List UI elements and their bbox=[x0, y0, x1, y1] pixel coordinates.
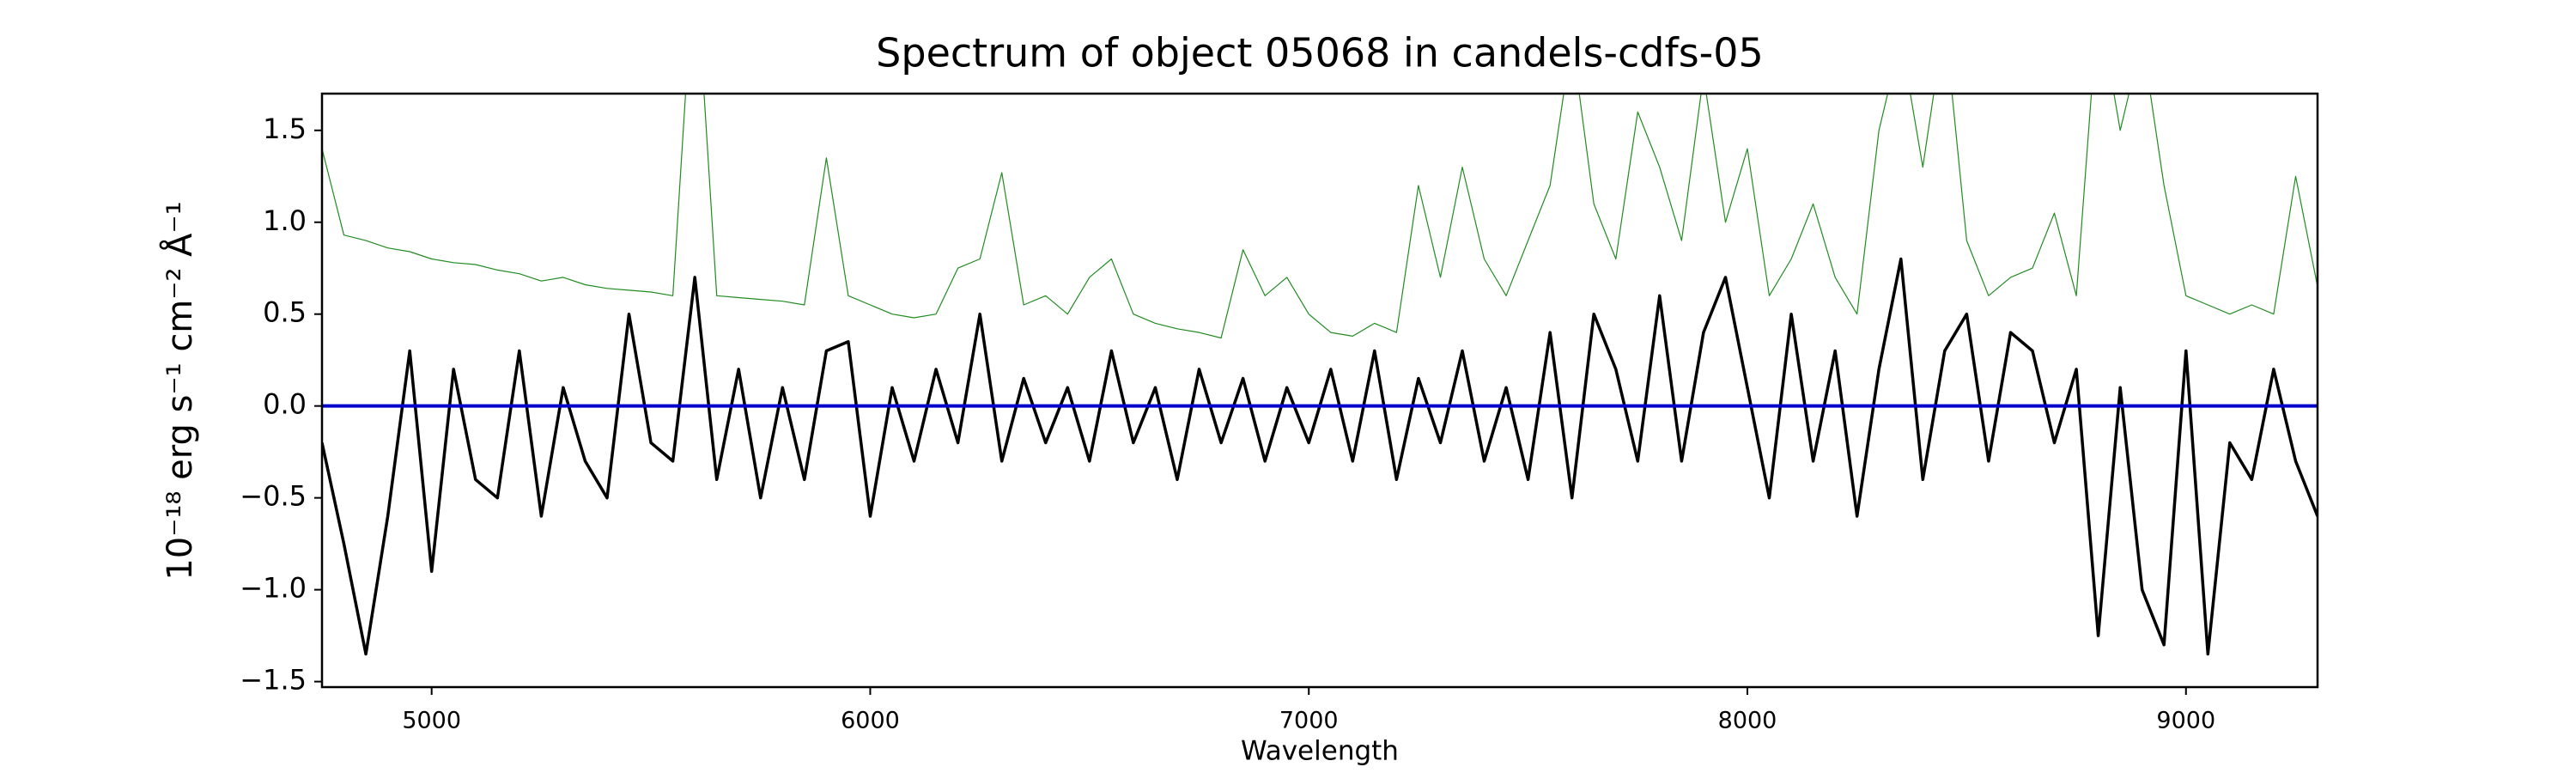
y-tick-label: −1.0 bbox=[240, 572, 307, 605]
y-tick-label: −1.5 bbox=[240, 664, 307, 697]
plot-frame bbox=[320, 92, 2319, 689]
x-tick-label: 6000 bbox=[841, 708, 900, 734]
spectrum-line bbox=[322, 94, 2318, 339]
x-axis-label: Wavelength bbox=[1241, 736, 1399, 767]
x-tick-label: 8000 bbox=[1718, 708, 1777, 734]
x-tick-label: 5000 bbox=[402, 708, 461, 734]
y-tick-label: 1.5 bbox=[263, 113, 307, 145]
plot-area bbox=[322, 94, 2318, 656]
y-tick-label: 0.5 bbox=[263, 296, 307, 329]
x-tick-label: 9000 bbox=[2156, 708, 2215, 734]
y-tick-label: 0.0 bbox=[263, 388, 307, 421]
y-tick-label: 1.0 bbox=[263, 204, 307, 237]
chart-title: Spectrum of object 05068 in candels-cdfs… bbox=[876, 30, 1764, 76]
y-axis-label: 10⁻¹⁸ erg s⁻¹ cm⁻² Å⁻¹ bbox=[159, 201, 200, 580]
spectrum-line bbox=[322, 257, 2318, 656]
y-tick-label: −0.5 bbox=[240, 480, 307, 513]
x-tick-label: 7000 bbox=[1279, 708, 1339, 734]
